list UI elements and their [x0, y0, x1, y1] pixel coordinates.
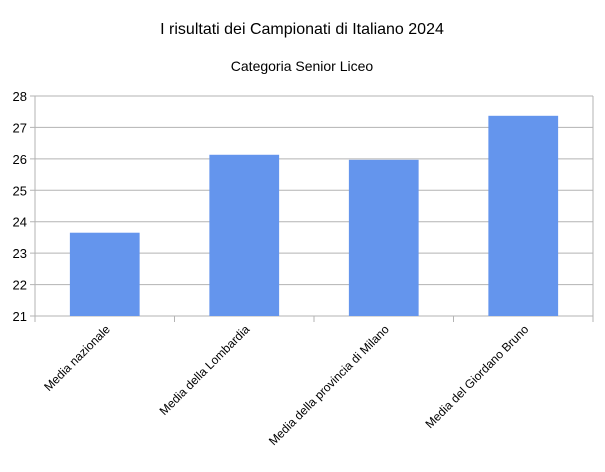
y-tick-label: 23 — [13, 246, 27, 261]
y-tick-label: 21 — [13, 309, 27, 324]
y-tick-label: 28 — [13, 89, 27, 104]
y-tick-label: 22 — [13, 278, 27, 293]
y-tick-labels: 21 22 23 24 25 26 27 28 — [13, 89, 27, 324]
axes — [34, 96, 594, 322]
y-tick-label: 24 — [13, 215, 27, 230]
y-tick-label: 26 — [13, 152, 27, 167]
bars — [69, 115, 559, 316]
bar-1 — [69, 232, 140, 316]
y-tick-label: 25 — [13, 183, 27, 198]
category-label: Media del Giordano Bruno — [422, 322, 531, 431]
category-label: Media della Lombardia — [157, 322, 253, 418]
bar-4 — [488, 115, 559, 316]
bar-3 — [348, 159, 419, 316]
category-labels: Media nazionale Media della Lombardia Medi… — [41, 322, 531, 448]
bar-2 — [209, 154, 280, 316]
chart-title: I risultati dei Campionati di Italiano 2… — [160, 21, 444, 38]
category-label: Media della provincia di Milano — [266, 322, 392, 448]
category-label: Media nazionale — [41, 322, 113, 394]
chart-subtitle: Categoria Senior Liceo — [231, 58, 374, 74]
y-tick-label: 27 — [13, 120, 27, 135]
